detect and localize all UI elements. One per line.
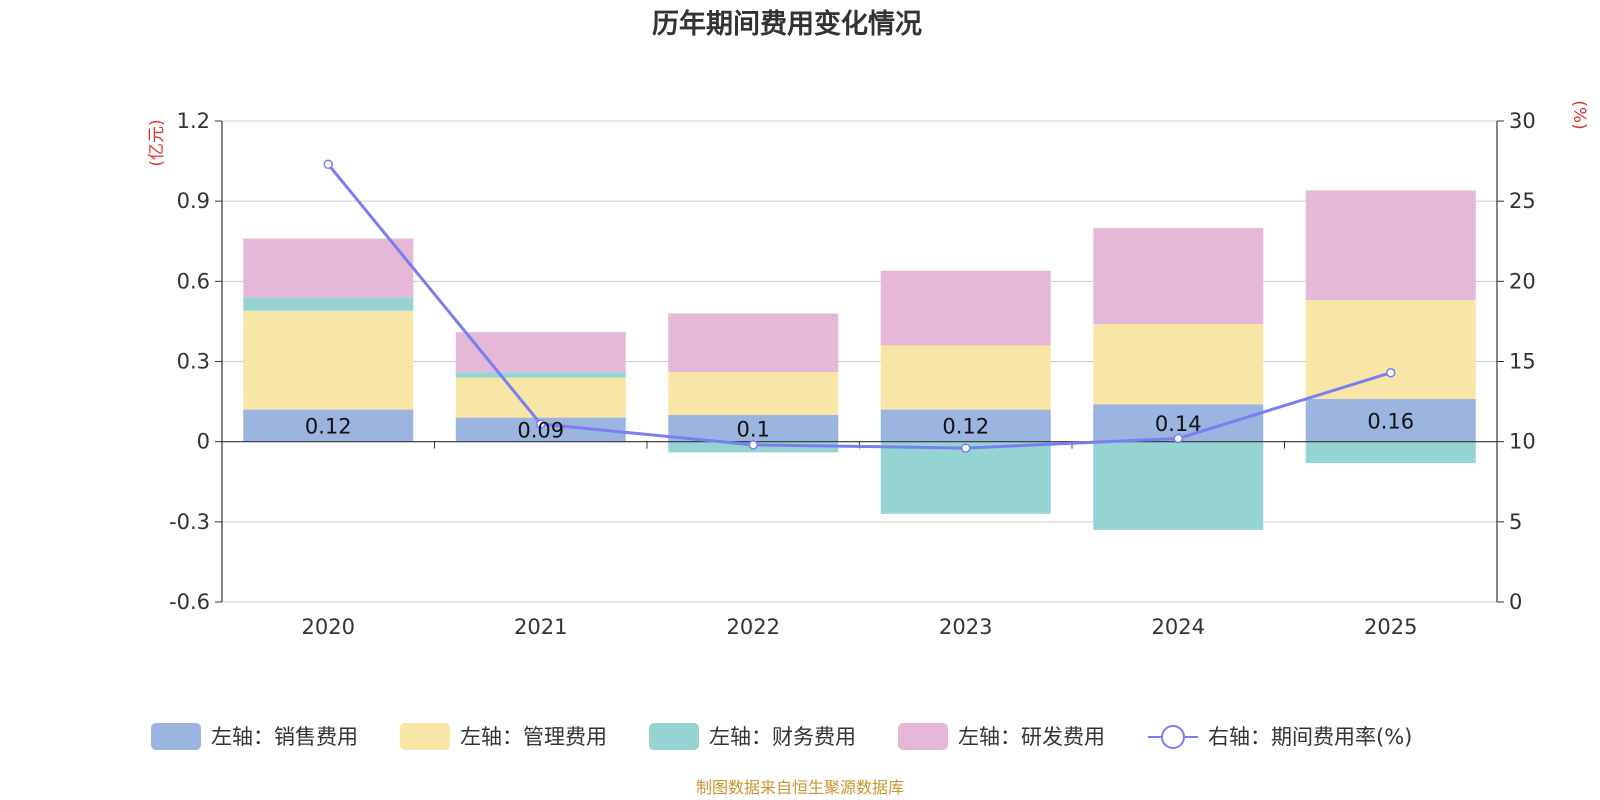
left-axis-unit: (亿元) bbox=[147, 119, 167, 166]
rate-point-2023 bbox=[961, 443, 971, 453]
bar-2-2023 bbox=[880, 345, 1051, 410]
bar-1-2025 bbox=[1305, 398, 1476, 442]
bar-4-2022 bbox=[668, 313, 839, 373]
right-tick-label: 5 bbox=[1509, 510, 1522, 534]
gridlines bbox=[222, 120, 1497, 603]
rate-point-2025 bbox=[1386, 367, 1396, 378]
left-tick-label: 0 bbox=[197, 430, 210, 454]
bar-3-2021 bbox=[455, 372, 626, 378]
legend-swatch-4 bbox=[898, 723, 948, 750]
bar-2-2025 bbox=[1305, 300, 1476, 399]
legend-swatch-2 bbox=[400, 723, 450, 750]
legend-swatch-3 bbox=[649, 723, 699, 750]
data-label-2020: 0.12 bbox=[305, 415, 352, 439]
right-tick-label: 30 bbox=[1509, 109, 1536, 133]
data-label-2021: 0.09 bbox=[517, 419, 564, 443]
bar-4-2023 bbox=[880, 270, 1051, 346]
legend-line-marker bbox=[1161, 725, 1185, 749]
rate-point-2021 bbox=[536, 419, 546, 429]
rate-line-layer bbox=[323, 159, 1396, 453]
bar-3-2023 bbox=[880, 441, 1051, 514]
data-label-2025: 0.16 bbox=[1367, 409, 1414, 433]
bar-3-2020 bbox=[243, 297, 414, 311]
bar-2-2021 bbox=[455, 377, 626, 418]
right-axis-unit: (%) bbox=[1569, 100, 1589, 129]
x-tick-label: 2025 bbox=[1364, 615, 1417, 639]
bar-2-2024 bbox=[1093, 324, 1264, 405]
left-tick-label: 1.2 bbox=[177, 109, 210, 133]
bars-layer bbox=[243, 190, 1476, 530]
data-label-2024: 0.14 bbox=[1155, 412, 1202, 436]
x-tick-label: 2022 bbox=[727, 615, 780, 639]
x-tick-label: 2023 bbox=[939, 615, 992, 639]
bar-1-2020 bbox=[243, 409, 414, 442]
chart-title: 历年期间费用变化情况 bbox=[652, 8, 922, 40]
left-tick-label: 0.6 bbox=[177, 269, 210, 293]
right-tick-label: 20 bbox=[1509, 269, 1536, 293]
source-note: 制图数据来自恒生聚源数据库 bbox=[696, 778, 904, 797]
bar-2-2022 bbox=[668, 372, 839, 415]
legend-swatch-1 bbox=[151, 723, 201, 750]
x-tick-label: 2020 bbox=[302, 615, 355, 639]
rate-point-2022 bbox=[748, 440, 758, 450]
bar-2-2020 bbox=[243, 310, 414, 410]
legend-label-2: 左轴：管理费用 bbox=[460, 725, 607, 749]
legend-label-4: 左轴：研发费用 bbox=[958, 725, 1105, 749]
legend: 左轴：销售费用 左轴：管理费用 左轴：财务费用 左轴：研发费用 右轴：期间费用率(%) bbox=[151, 723, 1412, 750]
x-tick-label: 2021 bbox=[514, 615, 567, 639]
bar-4-2024 bbox=[1093, 227, 1264, 325]
bar-4-2021 bbox=[455, 332, 626, 373]
left-tick-label: -0.6 bbox=[169, 590, 210, 614]
rate-point-2024 bbox=[1173, 433, 1183, 444]
data-label-2022: 0.1 bbox=[737, 417, 770, 441]
right-tick-label: 25 bbox=[1509, 189, 1536, 213]
right-tick-label: 10 bbox=[1509, 430, 1536, 454]
data-label-2023: 0.12 bbox=[942, 415, 989, 439]
bar-4-2025 bbox=[1305, 190, 1476, 301]
left-tick-label: 0.3 bbox=[177, 350, 210, 374]
bar-4-2020 bbox=[243, 238, 414, 298]
legend-label-line: 右轴：期间费用率(%) bbox=[1208, 725, 1412, 749]
x-tick-label: 2024 bbox=[1152, 615, 1205, 639]
left-tick-label: -0.3 bbox=[169, 510, 210, 534]
bar-1-2023 bbox=[880, 409, 1051, 442]
left-tick-label: 0.9 bbox=[177, 189, 210, 213]
legend-label-3: 左轴：财务费用 bbox=[709, 725, 856, 749]
data-labels-layer: 0.12 0.09 0.1 0.12 0.14 0.16 bbox=[305, 409, 1414, 442]
bar-3-2024 bbox=[1093, 441, 1264, 530]
right-tick-label: 0 bbox=[1509, 590, 1522, 614]
bar-3-2025 bbox=[1305, 441, 1476, 464]
rate-point-2020 bbox=[323, 159, 333, 170]
legend-label-1: 左轴：销售费用 bbox=[211, 725, 358, 749]
bar-1-2022 bbox=[668, 414, 839, 442]
rate-line bbox=[327, 163, 1392, 450]
right-tick-label: 15 bbox=[1509, 350, 1536, 374]
